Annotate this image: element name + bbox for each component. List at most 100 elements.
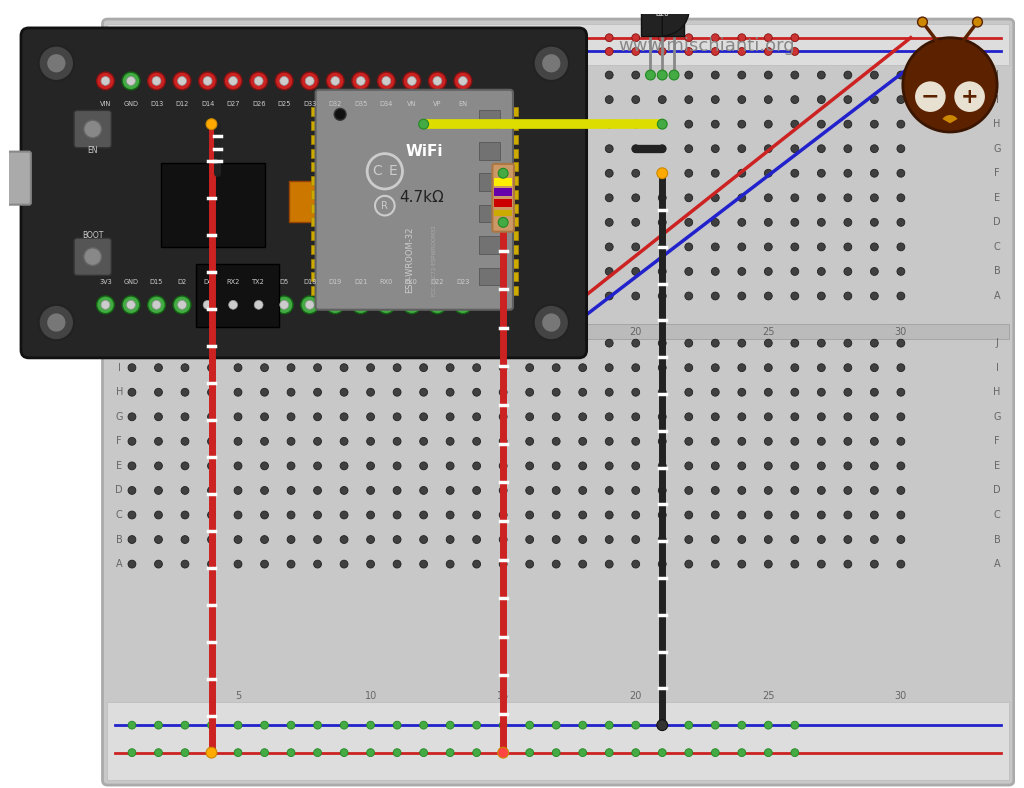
Circle shape	[313, 194, 322, 202]
Circle shape	[393, 413, 401, 421]
Circle shape	[446, 364, 454, 372]
Circle shape	[260, 218, 268, 226]
FancyBboxPatch shape	[20, 28, 587, 358]
Circle shape	[632, 388, 640, 396]
Circle shape	[897, 243, 905, 251]
Circle shape	[420, 486, 428, 494]
Text: BOOT: BOOT	[82, 231, 103, 240]
Circle shape	[208, 95, 215, 103]
Circle shape	[181, 364, 188, 372]
Circle shape	[844, 145, 852, 153]
Circle shape	[352, 296, 370, 314]
Circle shape	[658, 511, 667, 519]
Circle shape	[579, 511, 587, 519]
Text: 10: 10	[365, 327, 377, 336]
Circle shape	[844, 268, 852, 275]
Circle shape	[669, 70, 679, 80]
Circle shape	[817, 388, 825, 396]
Circle shape	[181, 536, 188, 544]
Circle shape	[764, 536, 772, 544]
Circle shape	[764, 121, 772, 128]
Circle shape	[525, 536, 534, 544]
Circle shape	[605, 560, 613, 568]
Circle shape	[897, 339, 905, 347]
Circle shape	[313, 145, 322, 153]
Circle shape	[817, 145, 825, 153]
Text: D33: D33	[303, 101, 316, 106]
Circle shape	[420, 413, 428, 421]
Circle shape	[844, 462, 852, 470]
Circle shape	[499, 169, 508, 178]
Circle shape	[870, 194, 879, 202]
Circle shape	[579, 121, 587, 128]
Circle shape	[525, 462, 534, 470]
Bar	[289, 181, 331, 222]
Circle shape	[525, 47, 534, 55]
Circle shape	[260, 462, 268, 470]
Circle shape	[500, 749, 507, 756]
Text: D: D	[116, 217, 123, 228]
Circle shape	[128, 437, 136, 445]
Circle shape	[234, 95, 242, 103]
Circle shape	[473, 47, 480, 55]
Text: D23: D23	[457, 279, 470, 285]
Bar	[510, 273, 518, 281]
Circle shape	[420, 169, 428, 177]
Text: D34: D34	[380, 101, 393, 106]
Circle shape	[579, 721, 587, 729]
Circle shape	[181, 268, 188, 275]
Bar	[310, 121, 318, 130]
Circle shape	[208, 121, 215, 128]
Circle shape	[39, 46, 74, 81]
Circle shape	[473, 218, 480, 226]
Circle shape	[208, 47, 215, 55]
Text: GND: GND	[124, 279, 138, 285]
Circle shape	[473, 721, 480, 729]
Circle shape	[208, 536, 215, 544]
Circle shape	[844, 71, 852, 79]
Circle shape	[738, 292, 745, 300]
Circle shape	[393, 169, 401, 177]
Circle shape	[155, 462, 163, 470]
Circle shape	[473, 437, 480, 445]
Circle shape	[250, 296, 267, 314]
Circle shape	[764, 292, 772, 300]
Circle shape	[340, 511, 348, 519]
Circle shape	[685, 145, 692, 153]
Text: D: D	[993, 485, 1000, 496]
Circle shape	[764, 95, 772, 103]
Circle shape	[605, 511, 613, 519]
Circle shape	[552, 339, 560, 347]
Circle shape	[473, 536, 480, 544]
Circle shape	[605, 95, 613, 103]
Circle shape	[287, 47, 295, 55]
Circle shape	[738, 145, 745, 153]
Circle shape	[658, 268, 667, 275]
Circle shape	[331, 76, 340, 85]
Bar	[510, 162, 518, 171]
Circle shape	[605, 47, 613, 55]
Circle shape	[128, 511, 136, 519]
Circle shape	[177, 300, 186, 309]
Circle shape	[552, 749, 560, 756]
Circle shape	[658, 121, 667, 128]
Text: J: J	[995, 338, 998, 348]
Circle shape	[287, 292, 295, 300]
FancyBboxPatch shape	[74, 110, 112, 147]
Circle shape	[579, 292, 587, 300]
Text: VIN: VIN	[99, 101, 111, 106]
Circle shape	[791, 218, 799, 226]
Circle shape	[552, 560, 560, 568]
Circle shape	[208, 364, 215, 372]
Circle shape	[234, 437, 242, 445]
Circle shape	[844, 511, 852, 519]
Text: F: F	[117, 169, 122, 178]
Circle shape	[632, 47, 640, 55]
Circle shape	[605, 413, 613, 421]
Circle shape	[525, 268, 534, 275]
Circle shape	[542, 54, 561, 73]
Circle shape	[579, 462, 587, 470]
Circle shape	[260, 292, 268, 300]
Circle shape	[206, 747, 217, 758]
Circle shape	[327, 296, 344, 314]
